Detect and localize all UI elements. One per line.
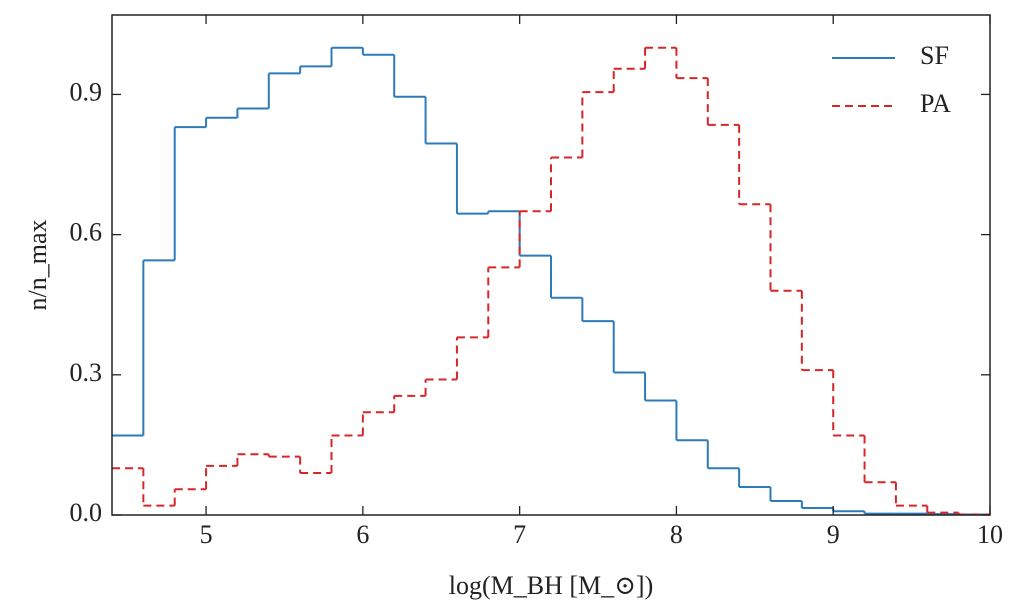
legend-label: SF (920, 41, 949, 70)
plot-frame (111, 14, 991, 516)
y-axis-label: n/n_max (23, 220, 52, 311)
y-tick-label: 0.6 (70, 218, 103, 247)
y-tick-label: 0.9 (70, 77, 103, 106)
x-tick-label: 9 (827, 520, 840, 549)
x-tick-label: 6 (356, 520, 369, 549)
x-tick-label: 10 (977, 520, 1003, 549)
y-tick-label: 0.0 (70, 498, 103, 527)
x-tick-label: 7 (513, 520, 526, 549)
legend-label: PA (920, 89, 951, 118)
x-axis-label: log(M_BH [M_⊙]) (449, 571, 654, 600)
x-tick-label: 8 (670, 520, 683, 549)
y-tick-label: 0.3 (70, 358, 103, 387)
x-tick-label: 5 (200, 520, 213, 549)
